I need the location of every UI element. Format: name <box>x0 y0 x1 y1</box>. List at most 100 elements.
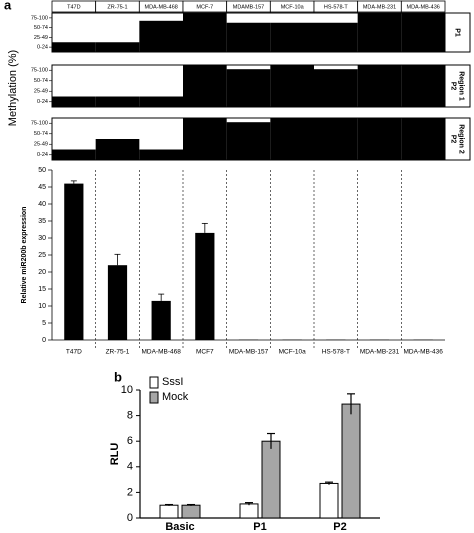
x-tick-label: T47D <box>66 349 82 356</box>
panel-letter: a <box>4 0 12 12</box>
y-tick-label: 4 <box>127 461 133 473</box>
methylation-bar <box>357 65 402 107</box>
x-tick-label: HS-578-T <box>322 349 350 356</box>
methylation-bar <box>95 42 140 52</box>
y-tick-label: 25-49 <box>34 142 48 148</box>
methylation-bar <box>357 118 402 160</box>
x-tick-label: MDA-MB-231 <box>360 349 400 356</box>
methylation-bar <box>139 96 183 107</box>
y-tick-label: 0-24 <box>37 45 48 51</box>
methylation-bar <box>183 13 227 52</box>
strip-label: Region 1 <box>458 71 465 101</box>
methylation-bar <box>270 22 314 52</box>
y-tick-label: 10 <box>121 384 133 396</box>
methylation-bar <box>95 139 140 160</box>
methylation-bar <box>183 65 227 107</box>
y-tick-label: 20 <box>38 269 46 276</box>
strip-label-box <box>444 64 471 108</box>
strip-label: P2 <box>450 82 457 91</box>
y-tick-label: 35 <box>38 218 46 225</box>
x-tick-label: MCF7 <box>196 349 214 356</box>
x-tick-label: MDA-MB-436 <box>403 349 443 356</box>
bar <box>64 183 84 340</box>
y-tick-label: 5 <box>42 320 46 327</box>
y-tick-label: 50-74 <box>34 131 48 137</box>
methylation-bar <box>139 149 183 160</box>
legend-swatch <box>149 376 159 389</box>
methylation-bar <box>95 96 140 107</box>
bar <box>261 440 281 519</box>
x-tick-label: MDA-MB-157 <box>229 349 269 356</box>
methylation-bar <box>401 118 445 160</box>
y-tick-label: 50-74 <box>34 78 48 84</box>
methylation-bar <box>314 22 358 52</box>
x-tick-label: P2 <box>333 521 346 533</box>
y-tick-label: 2 <box>127 486 133 498</box>
bar <box>107 265 128 340</box>
methylation-bar <box>226 122 271 160</box>
y-tick-label: 0 <box>127 512 133 524</box>
strip-label: P1 <box>454 28 461 37</box>
strip-label-box <box>444 117 471 161</box>
x-tick-label: MDA-MB-468 <box>141 349 181 356</box>
bar <box>159 504 179 519</box>
y-tick-label: 25 <box>38 252 46 259</box>
y-tick-label: 50-74 <box>34 25 48 31</box>
column-header: MCF-10a <box>281 4 305 10</box>
bar <box>195 232 215 340</box>
column-header: MDA-MB-468 <box>145 4 178 10</box>
methylation-bar <box>52 42 96 52</box>
y-tick-label: 0 <box>42 337 46 344</box>
bar <box>319 482 339 519</box>
y-tick-label: 8 <box>127 410 133 422</box>
bar <box>341 403 361 519</box>
y-tick-label: 25-49 <box>34 35 48 41</box>
methylation-bar <box>401 65 445 107</box>
column-header: T47D <box>67 4 80 10</box>
y-tick-label: 30 <box>38 235 46 242</box>
column-header-box <box>400 0 446 13</box>
column-header: MDA-MB-436 <box>407 4 440 10</box>
column-header: ZR-75-1 <box>107 4 127 10</box>
methylation-bar <box>314 118 358 160</box>
y-tick-label: 25-49 <box>34 89 48 95</box>
y-tick-label: 40 <box>38 201 46 208</box>
y-tick-label: 0-24 <box>37 99 48 105</box>
y-tick-label: 75-100 <box>31 15 48 21</box>
methylation-bar <box>183 118 227 160</box>
column-header: MDAMB-157 <box>233 4 264 10</box>
methylation-bar <box>401 13 445 52</box>
panel-letter: b <box>114 369 122 384</box>
strip-label-box <box>444 12 471 53</box>
y-tick-label: 75-100 <box>31 68 48 74</box>
strip-label: P2 <box>450 135 457 144</box>
y-tick-label: 50 <box>38 167 46 174</box>
bar <box>239 503 259 519</box>
y-tick-label: 0-24 <box>37 152 48 158</box>
bar <box>181 504 201 519</box>
y-axis-label: Methylation (%) <box>7 50 19 126</box>
column-header: HS-578-T <box>324 4 348 10</box>
bar <box>151 300 171 340</box>
column-header: MDA-MB-231 <box>363 4 396 10</box>
methylation-bar <box>226 22 271 52</box>
legend-label: SssI <box>162 376 183 388</box>
methylation-bar <box>52 149 96 160</box>
y-tick-label: 10 <box>38 303 46 310</box>
x-tick-label: Basic <box>165 521 194 533</box>
legend-swatch <box>149 391 159 404</box>
methylation-bar <box>139 20 183 52</box>
methylation-bar <box>314 69 358 107</box>
x-tick-label: MCF-10a <box>279 349 306 356</box>
x-tick-label: P1 <box>253 521 266 533</box>
strip-label: Region 2 <box>458 124 465 154</box>
y-axis-label: RLU <box>109 443 121 466</box>
column-header: MCF-7 <box>196 4 213 10</box>
x-tick-label: ZR-75-1 <box>106 349 130 356</box>
methylation-bar <box>357 13 402 52</box>
methylation-bar <box>270 118 314 160</box>
methylation-bar <box>270 65 314 107</box>
y-tick-label: 15 <box>38 286 46 293</box>
